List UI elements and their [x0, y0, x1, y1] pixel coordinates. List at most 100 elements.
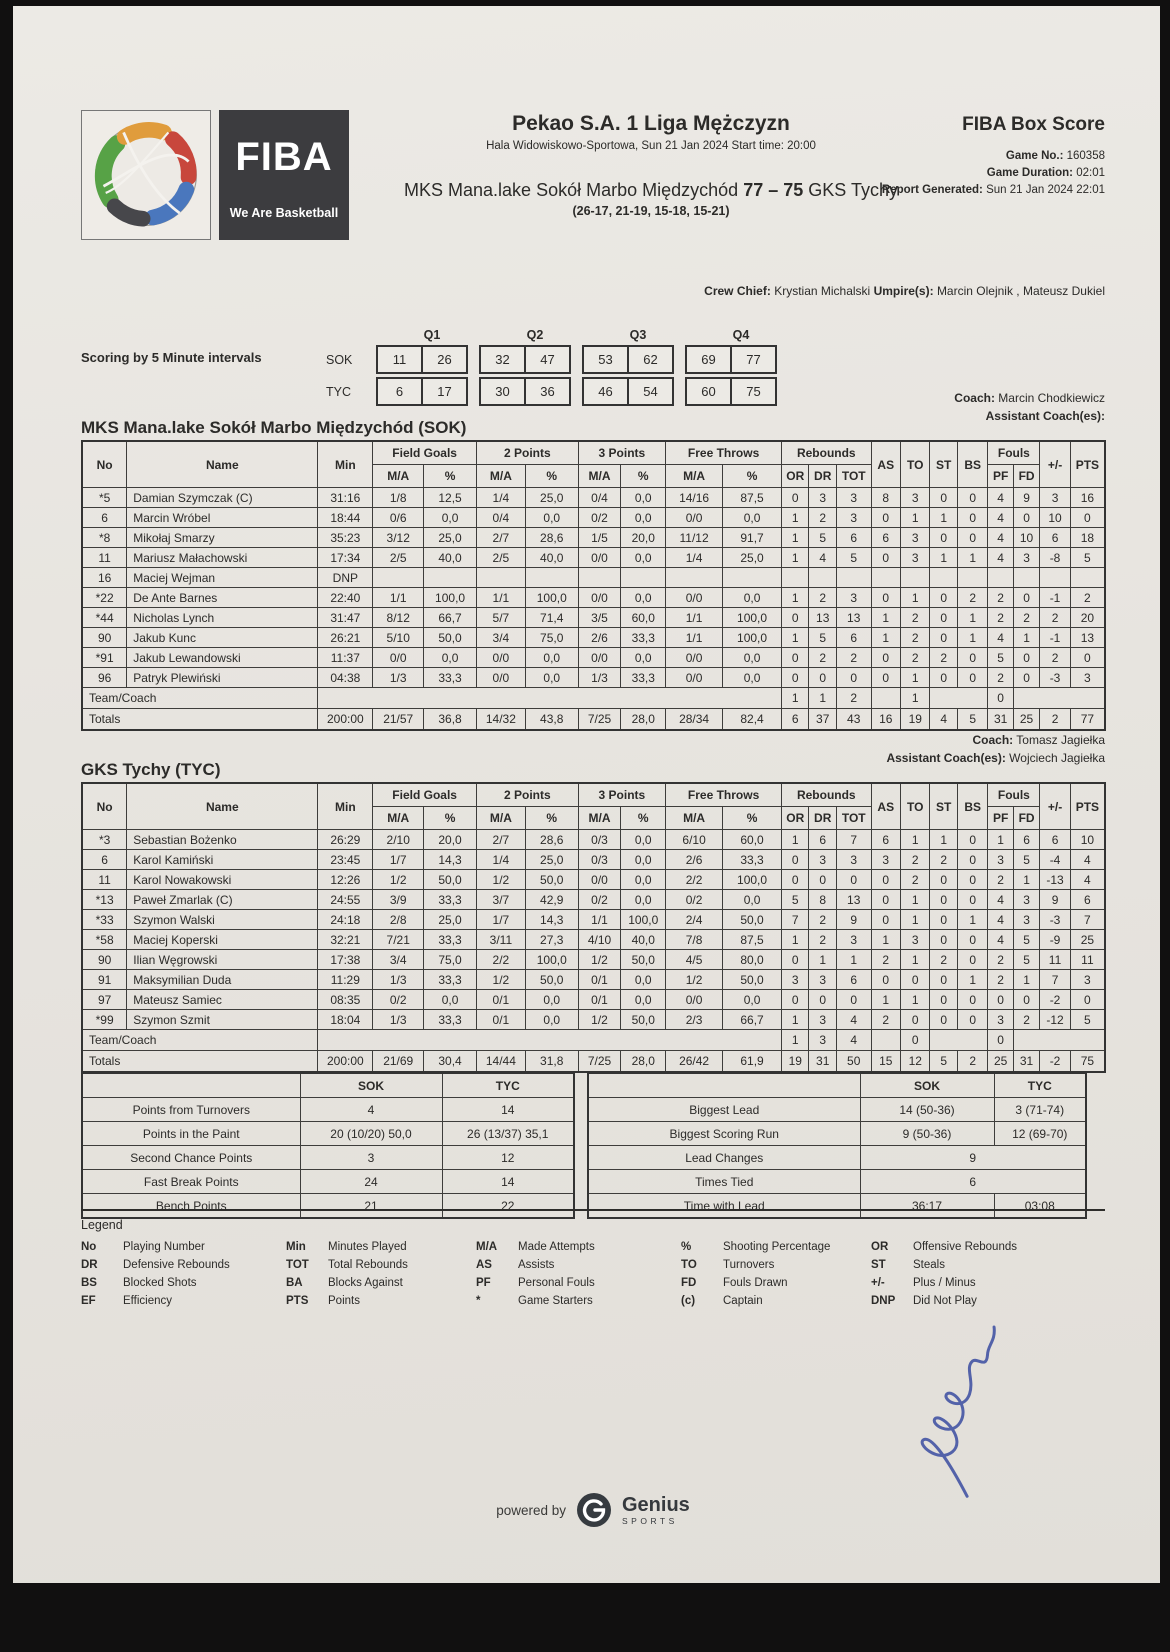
- stat-cell: 0: [956, 647, 989, 668]
- stat-cell: -1: [1039, 627, 1071, 648]
- stat-cell: 5: [835, 547, 872, 568]
- tyc-players: *3 Sebastian Bożenko 26:29 2/10 20,0 2/7 2…: [81, 829, 1106, 1030]
- col-pct: %: [423, 806, 477, 830]
- intervals-grid: Q1 Q2 Q3 Q4 SOK 11 26 32 47 53 62 69 77 TYC …: [326, 328, 798, 406]
- legend-abbr: PTS: [286, 1295, 309, 1307]
- col-3points: 3 Points: [577, 782, 667, 807]
- stat-cell: 2: [808, 929, 837, 950]
- stat-cell: [781, 567, 810, 588]
- stat-cell: 0,0: [722, 889, 783, 910]
- col-free-throws: Free Throws: [665, 782, 783, 807]
- legend-definition: Blocked Shots: [123, 1277, 197, 1289]
- quarter-label: Q1: [423, 328, 441, 342]
- stat-cell: 33,3: [423, 969, 477, 990]
- stat-cell: 3: [899, 547, 931, 568]
- stat-cell: 25,0: [524, 849, 579, 870]
- totals-cell: 12: [899, 1050, 931, 1073]
- stat-cell: 3/7: [476, 889, 526, 910]
- summary-merged-value: 9: [859, 1145, 1087, 1170]
- stat-cell: 2: [899, 869, 931, 890]
- player-row: *91 Jakub Lewandowski 11:37 0/0 0,0 0/0 0,…: [81, 647, 1106, 668]
- totals-cell: 43: [835, 708, 872, 731]
- stat-cell: 5/7: [476, 607, 526, 628]
- player-min: 04:38: [317, 667, 374, 688]
- legend-item: AS Assists: [476, 1258, 681, 1273]
- col-steals: ST: [929, 782, 958, 830]
- stat-cell: 0,0: [620, 587, 667, 608]
- stat-cell: 0: [781, 949, 810, 970]
- stat-cell: 1: [987, 829, 1014, 850]
- summary-sok-value: 20 (10/20) 50,0: [299, 1121, 443, 1146]
- tyc-footer-rows: Team/Coach 1 3 4 0 0 Totals 200:00 21/69 3…: [81, 1029, 1106, 1073]
- legend-abbr: AS: [476, 1259, 492, 1271]
- stat-cell: 1: [899, 989, 931, 1010]
- player-min: 22:40: [317, 587, 374, 608]
- player-min: 23:45: [317, 849, 374, 870]
- stat-cell: 7: [835, 829, 872, 850]
- stat-cell: 6: [870, 829, 902, 850]
- stat-cell: -3: [1039, 667, 1071, 688]
- interval-score: 47: [524, 347, 569, 372]
- totals-cell: 28/34: [665, 708, 724, 731]
- stat-cell: 1: [781, 527, 810, 548]
- col-no: No: [81, 440, 128, 488]
- stat-cell: 0/3: [577, 829, 622, 850]
- stat-cell: 50,0: [620, 949, 667, 970]
- stat-cell: 0: [956, 507, 989, 528]
- stat-cell: 25,0: [423, 527, 477, 548]
- stat-cell: 13: [835, 607, 872, 628]
- stat-cell: 0: [929, 607, 958, 628]
- stat-cell: 2: [835, 687, 872, 709]
- col-fd: FD: [1012, 464, 1041, 488]
- stat-cell: 3: [987, 1009, 1014, 1030]
- stat-cell: 2: [929, 849, 958, 870]
- stat-cell: 0: [781, 607, 810, 628]
- stat-cell: 4: [987, 507, 1014, 528]
- player-row: *58 Maciej Koperski 32:21 7/21 33,3 3/11 2…: [81, 929, 1106, 950]
- col-ma: M/A: [577, 464, 622, 488]
- summary-col-sok: SOK: [299, 1072, 443, 1098]
- legend-item: PTS Points: [286, 1294, 476, 1309]
- stat-cell: 0: [929, 1009, 958, 1030]
- stat-cell: 0: [870, 507, 902, 528]
- fiba-wordmark: FIBA We Are Basketball: [219, 110, 349, 240]
- report-generated-row: Report Generated: Sun 21 Jan 2024 22:01: [882, 184, 1105, 196]
- stat-cell: 5: [987, 647, 1014, 668]
- summary-row: Second Chance Points 3 12: [81, 1145, 575, 1170]
- intervals-row-tyc: TYC 6 17 30 36 46 54 60 75: [326, 377, 798, 406]
- assistant-coach-label: Assistant Coach(es):: [886, 751, 1006, 765]
- player-row: 90 Jakub Kunc 26:21 5/10 50,0 3/4 75,0 2/6…: [81, 627, 1106, 648]
- stat-cell: 2: [808, 909, 837, 930]
- player-name: Maciej Koperski: [126, 929, 319, 950]
- col-tot: TOT: [835, 806, 872, 830]
- scoring-intervals: Scoring by 5 Minute intervals Q1 Q2 Q3 Q…: [81, 328, 1105, 406]
- stat-cell: 6: [835, 969, 872, 990]
- legend-definition: Playing Number: [123, 1241, 205, 1253]
- tyc-stats-table: No Name Min Field Goals 2 Points 3 Point…: [81, 782, 1106, 1073]
- stat-cell: 100,0: [524, 587, 579, 608]
- stat-cell: 2: [899, 627, 931, 648]
- stat-cell: 2/4: [665, 909, 724, 930]
- player-name: Jakub Lewandowski: [126, 647, 319, 668]
- player-name: De Ante Barnes: [126, 587, 319, 608]
- stat-cell: 3/11: [476, 929, 526, 950]
- stat-cell: 40,0: [620, 929, 667, 950]
- col-tot: TOT: [835, 464, 872, 488]
- stat-cell: 3: [835, 849, 872, 870]
- stat-cell: 1/2: [372, 869, 425, 890]
- totals-cell: 26/42: [665, 1050, 724, 1073]
- stat-cell: 25: [1069, 929, 1106, 950]
- stat-cell: 1/3: [372, 1009, 425, 1030]
- stat-cell: 0/0: [577, 547, 622, 568]
- summary-tyc-value: 26 (13/37) 35,1: [441, 1121, 575, 1146]
- stat-cell: 0: [870, 547, 902, 568]
- stat-cell: 4: [835, 1029, 872, 1051]
- player-min: DNP: [317, 567, 374, 588]
- stat-cell: 11: [1069, 949, 1106, 970]
- col-name: Name: [126, 440, 319, 488]
- totals-cell: 31,8: [524, 1050, 579, 1073]
- stat-cell: 10: [1069, 829, 1106, 850]
- stat-cell: 71,4: [524, 607, 579, 628]
- stat-cell: 33,3: [423, 667, 477, 688]
- summary-leads-table: SOK TYC Biggest Lead 14 (50-36) 3 (71-74…: [587, 1072, 1087, 1219]
